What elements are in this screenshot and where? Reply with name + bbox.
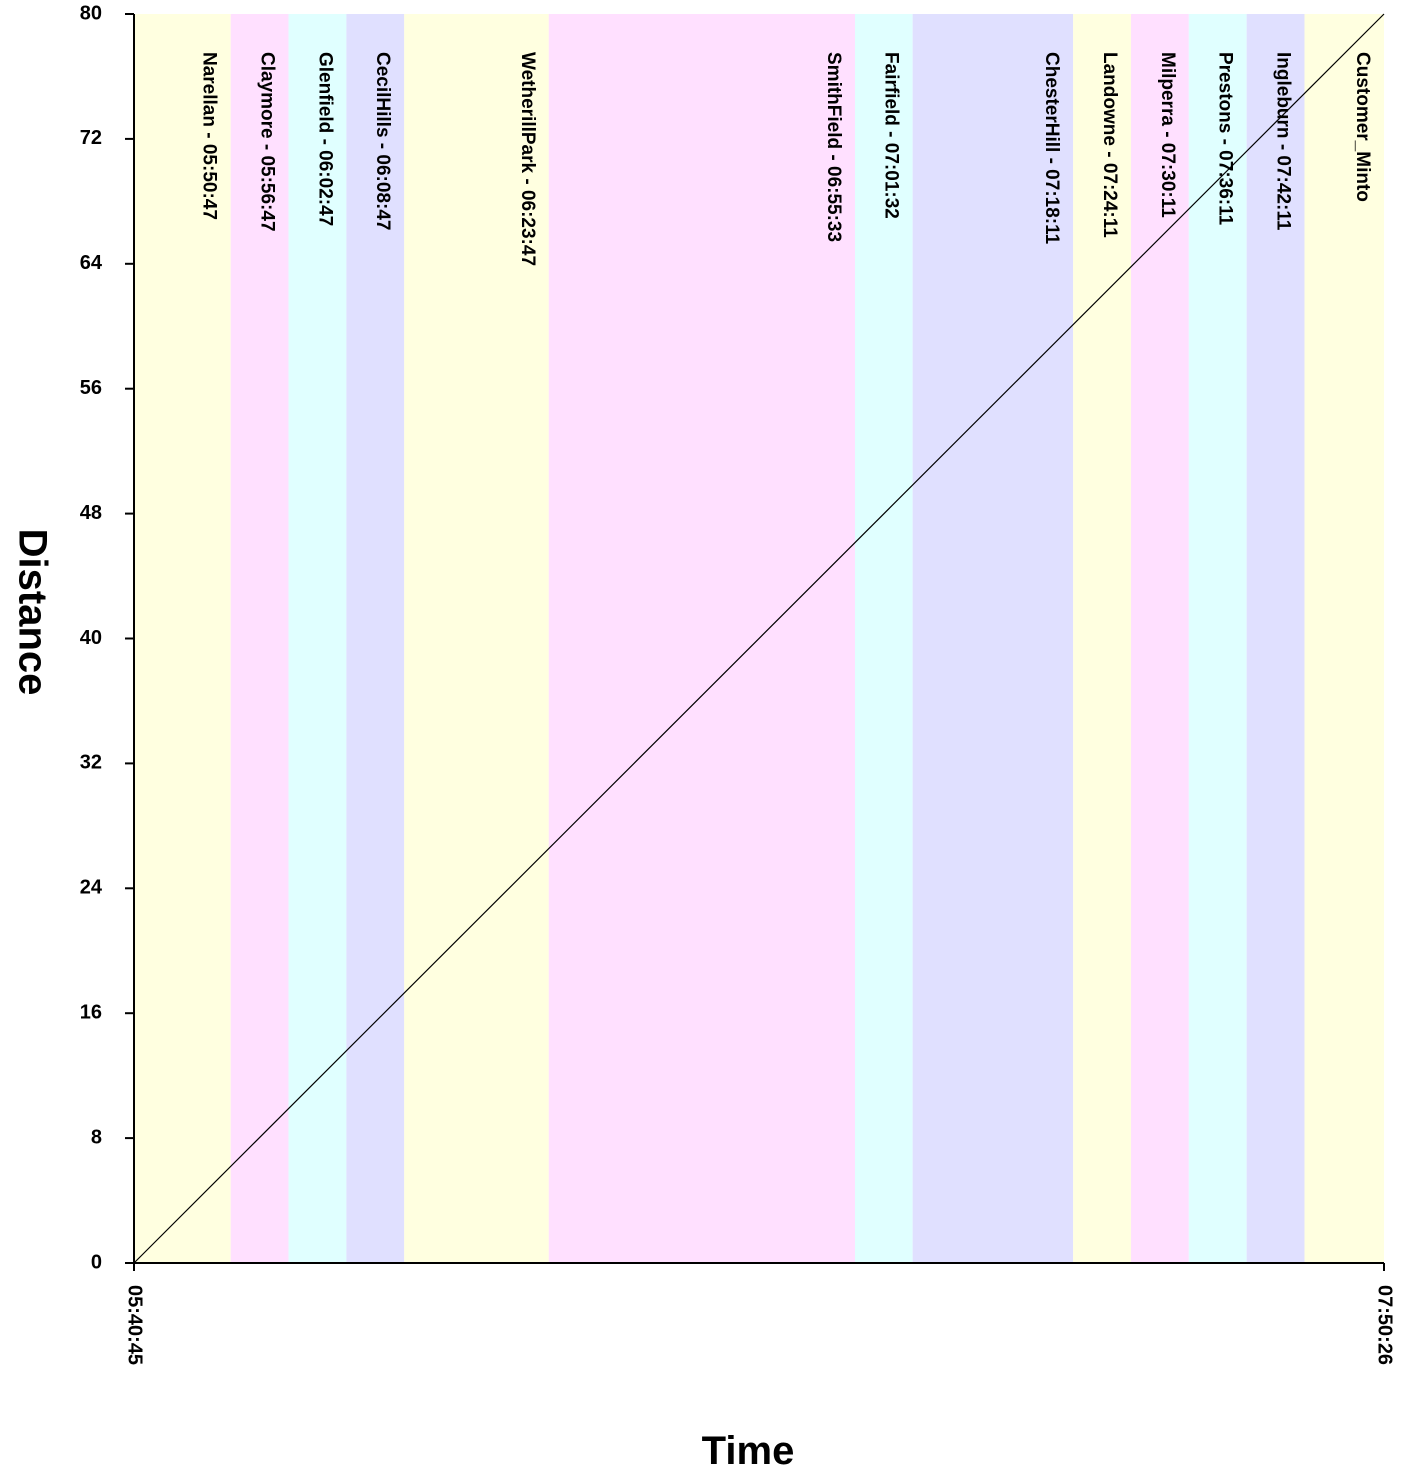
x-tick-label-0: 05:40:45 — [124, 1285, 146, 1365]
y-tick-label-16: 16 — [80, 1001, 102, 1023]
bands-layer — [134, 14, 1384, 1263]
band-label-prestons: Prestons - 07:36:11 — [1215, 52, 1236, 226]
band-customer-minto — [1304, 14, 1384, 1263]
y-tick-label-48: 48 — [80, 502, 102, 524]
band-label-wetherillpark: WetherillPark - 06:23:47 — [517, 52, 538, 266]
y-tick-label-56: 56 — [80, 377, 102, 399]
band-landowne — [1073, 14, 1131, 1263]
band-glenfield — [288, 14, 347, 1263]
band-label-claymore: Claymore - 05:56:47 — [257, 52, 278, 232]
band-label-customer-minto: Customer_Minto — [1352, 52, 1373, 202]
y-axis-title: Distance — [10, 529, 54, 696]
y-tick-label-40: 40 — [80, 627, 102, 649]
band-label-smithfield: SmithField - 06:55:33 — [823, 52, 844, 242]
band-label-milperra: Milperra - 07:30:11 — [1157, 52, 1178, 218]
band-label-narellan: Narellan - 05:50:47 — [199, 52, 220, 220]
y-tick-label-72: 72 — [80, 127, 102, 149]
y-tick-label-64: 64 — [80, 252, 103, 274]
band-claymore — [230, 14, 289, 1263]
band-fairfield — [854, 14, 913, 1263]
band-wetherillpark — [404, 14, 549, 1263]
y-tick-label-24: 24 — [80, 877, 103, 899]
band-chesterhill — [912, 14, 1074, 1263]
y-tick-label-0: 0 — [91, 1251, 102, 1273]
band-smithfield — [548, 14, 855, 1263]
band-cecilhills — [346, 14, 405, 1263]
band-label-glenfield: Glenfield - 06:02:47 — [314, 52, 335, 226]
y-tick-label-8: 8 — [91, 1126, 102, 1148]
band-milperra — [1130, 14, 1189, 1263]
series-layer — [133, 13, 1385, 1264]
x-axis-title: Time — [702, 1429, 795, 1473]
band-label-chesterhill: ChesterHill - 07:18:11 — [1041, 52, 1062, 245]
band-ingleburn — [1246, 14, 1305, 1263]
band-label-landowne: Landowne - 07:24:11 — [1099, 52, 1120, 238]
ticks-layer: 0 8 16 24 32 40 48 56 64 72 80 05:40:45 07:50:26 — [80, 2, 1396, 1365]
band-prestons — [1188, 14, 1247, 1263]
band-labels-layer: Narellan - 05:50:47 Claymore - 05:56:47 Gl… — [199, 52, 1373, 266]
y-tick-label-32: 32 — [80, 752, 102, 774]
x-tick-label-1: 07:50:26 — [1374, 1285, 1396, 1365]
y-tick-label-80: 80 — [80, 2, 102, 24]
band-narellan — [134, 14, 231, 1263]
series-line-0 — [133, 13, 1385, 1264]
band-label-cecilhills: CecilHills - 06:08:47 — [372, 52, 393, 230]
band-label-fairfield: Fairfield - 07:01:32 — [881, 52, 902, 219]
band-label-ingleburn: Ingleburn - 07:42:11 — [1272, 52, 1293, 231]
